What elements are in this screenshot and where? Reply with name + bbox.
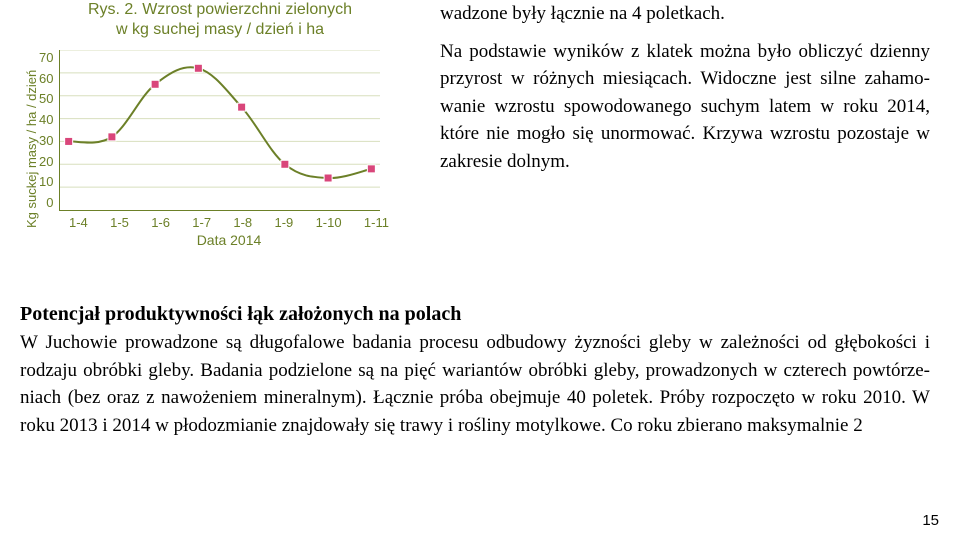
body-text: Potencjał produktywności łąk założonych … (20, 300, 930, 439)
xtick: 1-9 (274, 215, 293, 230)
chart-plot (59, 50, 380, 211)
xtick: 1-5 (110, 215, 129, 230)
xtick: 1-10 (316, 215, 342, 230)
chart-ylabel: Kg suckej masy / ha / dzień (20, 50, 39, 248)
ytick: 60 (39, 71, 53, 86)
chart-yticks: 70 60 50 40 30 20 10 0 (39, 50, 59, 210)
xtick: 1-7 (192, 215, 211, 230)
xtick: 1-4 (69, 215, 88, 230)
ytick: 10 (39, 174, 53, 189)
page-number: 15 (922, 512, 939, 529)
ytick: 50 (39, 91, 53, 106)
ytick: 0 (39, 195, 53, 210)
chart-xticks: 1-4 1-5 1-6 1-7 1-8 1-9 1-10 1-11 (69, 215, 389, 230)
right-column-text: wadzone były łącznie na 4 poletkach. Na … (440, 0, 930, 185)
xtick: 1-11 (364, 215, 389, 230)
ytick: 40 (39, 112, 53, 127)
ytick: 30 (39, 133, 53, 148)
body-paragraph: W Juchowie prowadzone są długofalowe bad… (20, 332, 930, 436)
chart-title-line1: Rys. 2. Wzrost powierzchni zielonych (88, 1, 352, 18)
ytick: 20 (39, 154, 53, 169)
growth-chart: Rys. 2. Wzrost powierzchni zielonych w k… (20, 0, 420, 248)
chart-title: Rys. 2. Wzrost powierzchni zielonych w k… (20, 0, 420, 40)
body-heading: Potencjał produktywności łąk założonych … (20, 303, 461, 325)
chart-title-line2: w kg suchej masy / dzień i ha (116, 21, 324, 38)
chart-xlabel: Data 2014 (69, 232, 389, 248)
right-p1: wadzone były łącznie na 4 poletkach. (440, 0, 930, 28)
xtick: 1-8 (233, 215, 252, 230)
ytick: 70 (39, 50, 53, 65)
xtick: 1-6 (151, 215, 170, 230)
right-p2: Na podstawie wyników z klatek można było… (440, 38, 930, 176)
